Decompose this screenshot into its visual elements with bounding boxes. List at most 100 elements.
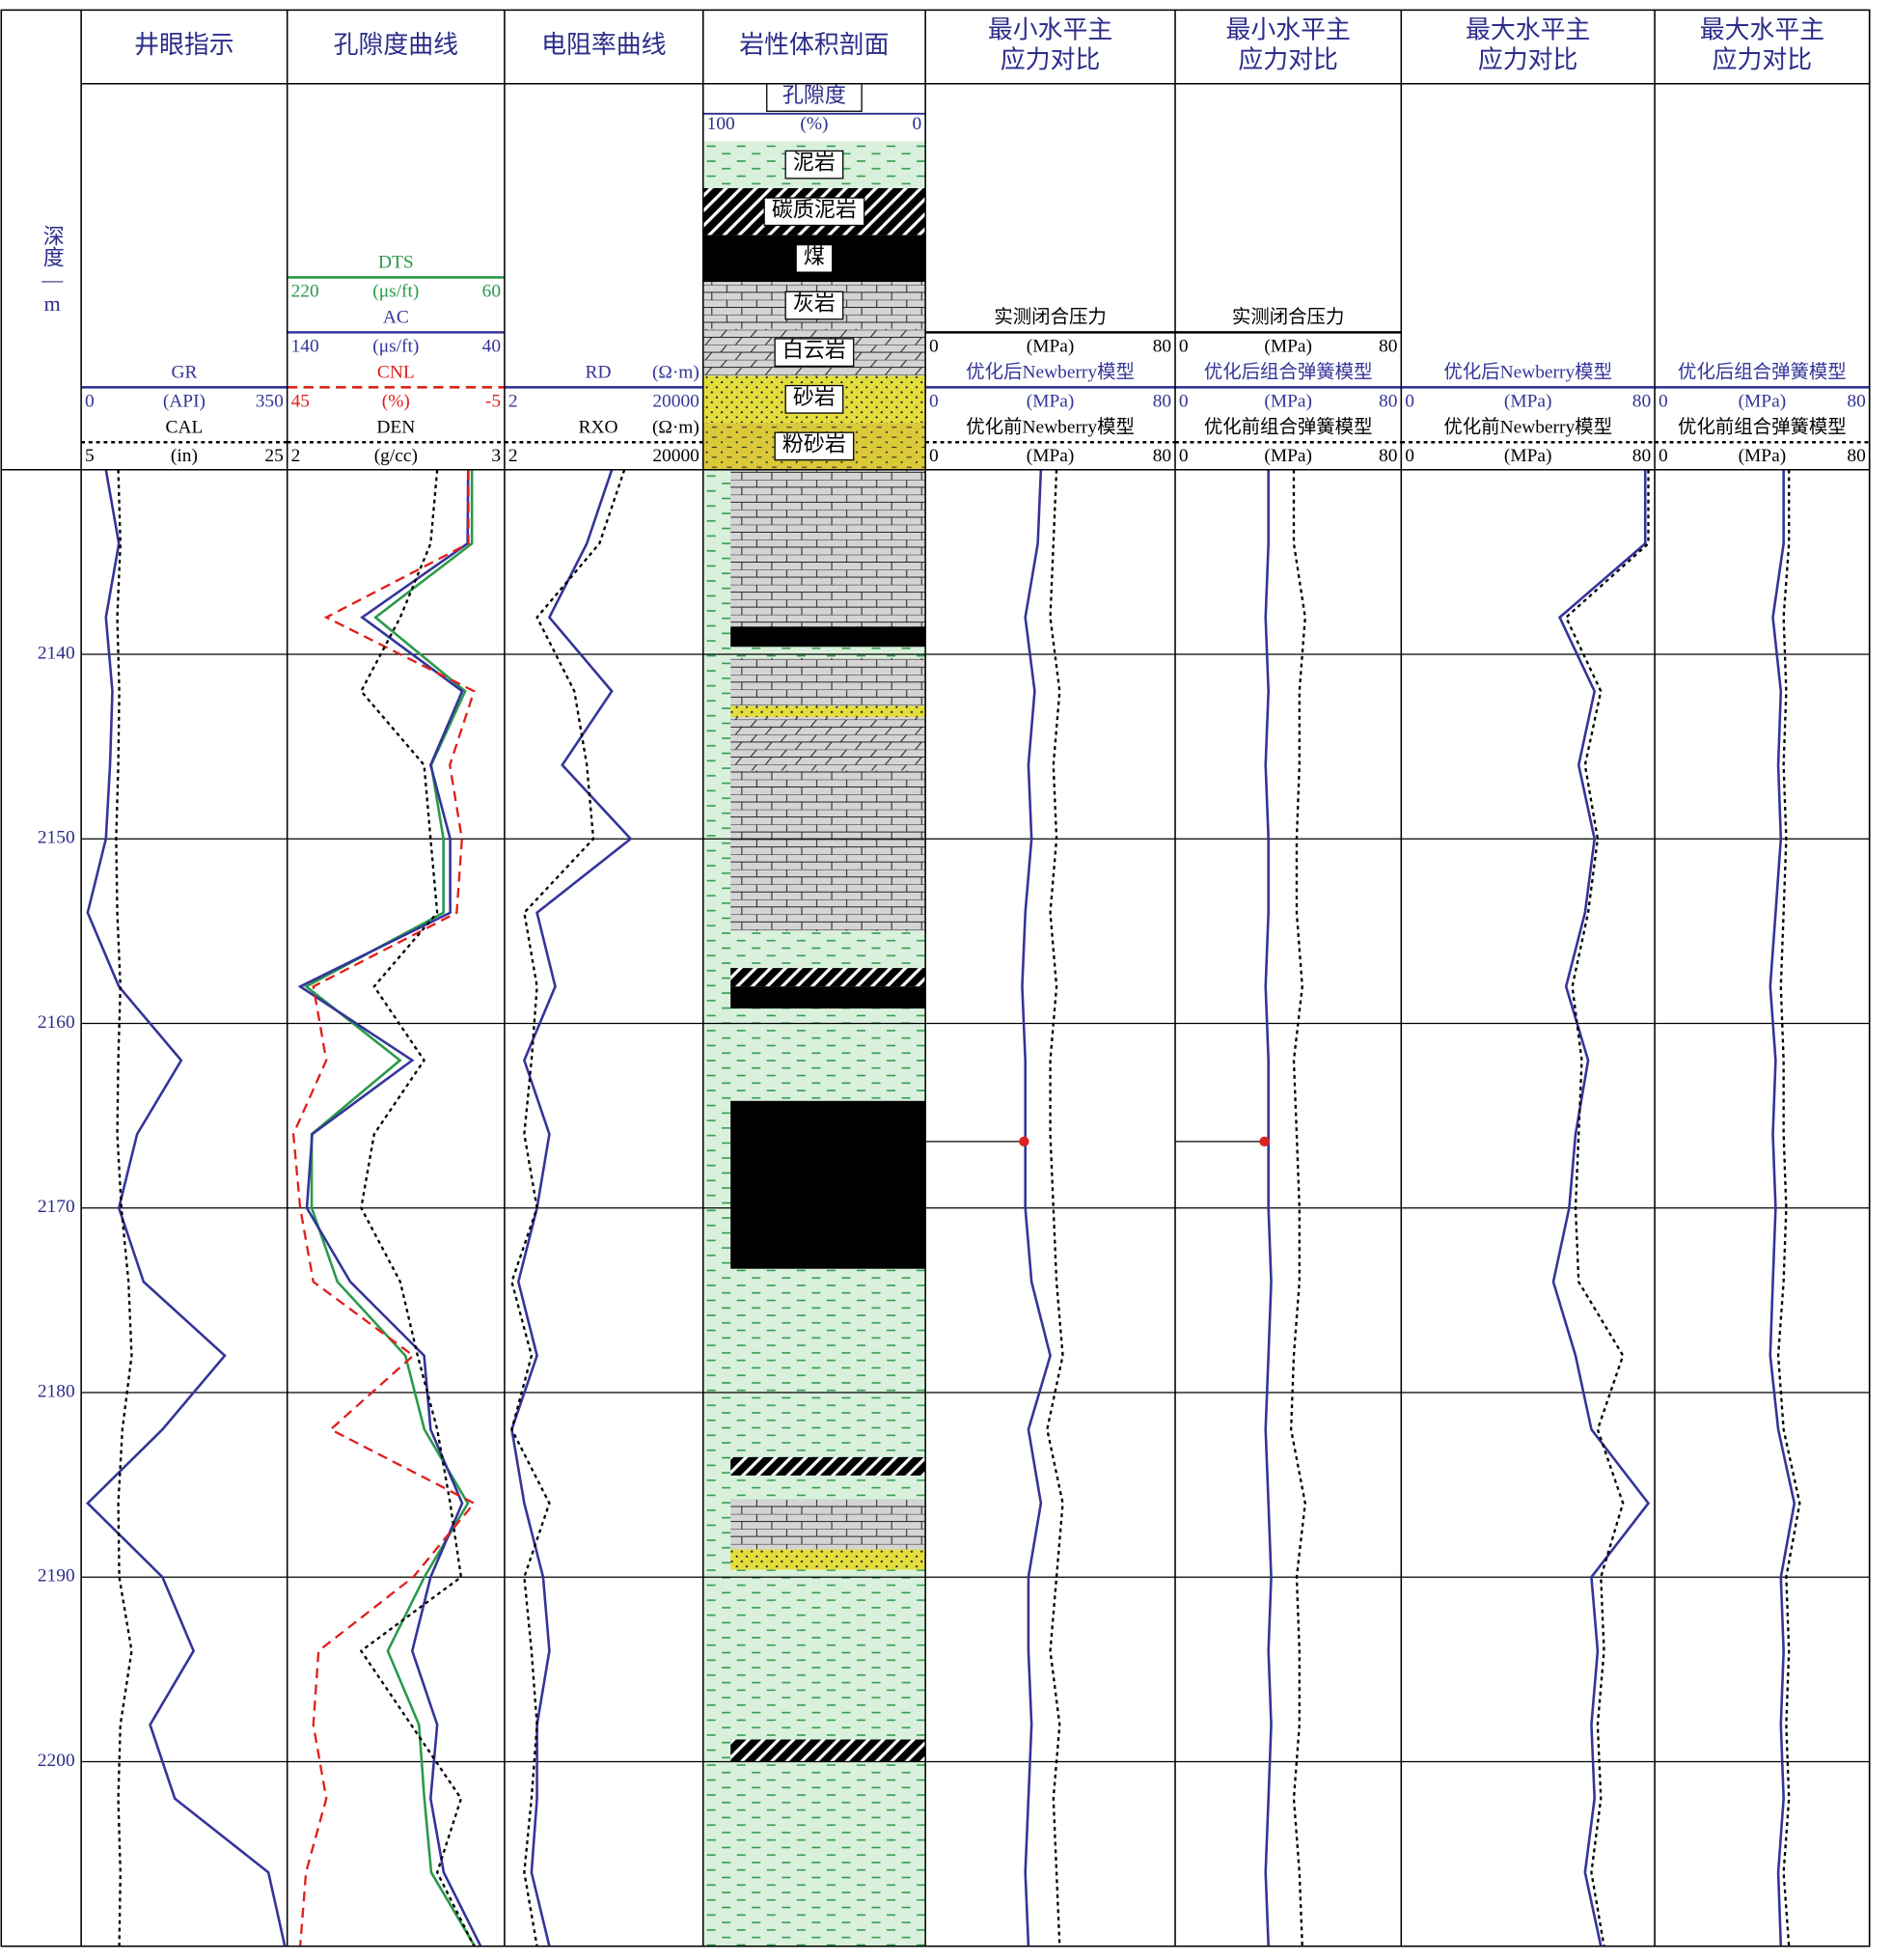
- track-title: 孔隙度曲线: [334, 31, 458, 59]
- scale-max: 80: [1379, 391, 1397, 411]
- scale-max: 80: [1379, 446, 1397, 466]
- lithology-layer: [730, 657, 926, 706]
- scale-max: 80: [1379, 336, 1397, 356]
- curve-unit: (%): [382, 391, 410, 411]
- log-curve: [304, 469, 477, 1947]
- scale-min: 0: [1179, 391, 1189, 411]
- track-title: 最小水平主: [1225, 16, 1350, 44]
- curve-unit: (MPa): [1027, 391, 1075, 411]
- lithology-layer: [730, 469, 926, 627]
- scale-min: 45: [291, 391, 310, 411]
- y-tick-label: 2140: [38, 643, 75, 663]
- scale-max: 40: [482, 336, 501, 356]
- legend-label-box: [784, 150, 844, 179]
- scale-max: 350: [256, 391, 284, 411]
- curve-unit: (API): [163, 391, 206, 411]
- curve-unit: (μs/ft): [372, 336, 419, 356]
- scale-max: 80: [1153, 336, 1171, 356]
- curve-name: CAL: [166, 417, 204, 437]
- log-curve: [1769, 469, 1796, 1946]
- legend-label-box: [784, 290, 844, 320]
- track-title: 最小水平主: [988, 16, 1112, 44]
- track-title: 应力对比: [1001, 46, 1101, 74]
- log-curve: [86, 469, 287, 1946]
- scale-min: 0: [85, 391, 95, 411]
- curve-name: GR: [171, 363, 197, 383]
- curve-name: AC: [383, 308, 409, 328]
- scale-min: 0: [929, 391, 939, 411]
- legend-label: 白云岩: [782, 338, 846, 362]
- curve-name: 优化后组合弹簧模型: [1204, 362, 1373, 383]
- lithology-layer: [730, 626, 926, 648]
- track-title: 应力对比: [1238, 46, 1338, 74]
- log-curve: [1046, 469, 1064, 1946]
- lithology-layer: [702, 647, 926, 658]
- curve-name: DEN: [376, 417, 415, 437]
- y-tick-label: 2160: [38, 1012, 75, 1033]
- curve-name: RD: [586, 363, 612, 383]
- lithology-layer: [730, 1739, 926, 1762]
- curve-name: 优化后Newberry模型: [1443, 362, 1612, 383]
- log-curve: [1264, 469, 1273, 1946]
- log-curve: [291, 469, 477, 1946]
- curve-unit: (MPa): [1264, 446, 1312, 466]
- scale-max: 0: [913, 114, 922, 134]
- legend-label-box: [795, 244, 834, 273]
- log-curve: [1564, 469, 1650, 1946]
- y-tick-label: 2190: [38, 1566, 75, 1587]
- scale-min: 220: [291, 281, 319, 301]
- legend-label-box: [774, 431, 855, 461]
- scale-min: 0: [1179, 446, 1189, 466]
- frame: [0, 9, 1871, 1947]
- scale-max: 80: [1847, 446, 1865, 466]
- lithology-layer: [730, 986, 926, 1009]
- curve-unit: (MPa): [1027, 446, 1075, 466]
- curve-unit: (MPa): [1264, 336, 1312, 356]
- legend-label: 碳质泥岩: [772, 197, 857, 221]
- scale-max: 20000: [652, 446, 699, 466]
- lithology-layer: [702, 1476, 926, 1500]
- log-curve: [359, 469, 476, 1947]
- scale-unit: (%): [800, 114, 828, 134]
- scale-min: 0: [1659, 391, 1668, 411]
- scale-max: 80: [1153, 446, 1171, 466]
- scale-min: 2: [291, 446, 301, 466]
- track-title: 井眼指示: [134, 31, 234, 59]
- scale-max: 80: [1847, 391, 1865, 411]
- scale-max: -5: [485, 391, 501, 411]
- legend-label: 泥岩: [793, 151, 836, 175]
- curve-name: RXO: [579, 417, 618, 437]
- lithology-layer: [702, 1569, 926, 1740]
- y-tick-label: 2180: [38, 1381, 75, 1401]
- curve-unit: (MPa): [1264, 391, 1312, 411]
- curve-name: 优化前组合弹簧模型: [1678, 416, 1847, 437]
- lithology-layer: [702, 1008, 926, 1101]
- log-curve: [297, 469, 482, 1947]
- track-title: 最大水平主: [1466, 16, 1590, 44]
- curve-unit: (MPa): [1739, 446, 1787, 466]
- scale-max: 20000: [652, 391, 699, 411]
- scale-max: 25: [264, 446, 283, 466]
- track-title: 电阻率曲线: [541, 31, 666, 59]
- legend-label: 灰岩: [793, 291, 836, 316]
- scale-max: 80: [1632, 391, 1651, 411]
- porosity-box: [766, 83, 863, 112]
- curve-name: 优化后组合弹簧模型: [1678, 362, 1847, 383]
- scale-min: 2: [508, 446, 518, 466]
- y-tick-label: 2150: [38, 828, 75, 848]
- y-tick-label: 2200: [38, 1751, 75, 1771]
- scale-max: 80: [1153, 391, 1171, 411]
- lithology-layer: [730, 968, 926, 987]
- lithology-layer: [702, 1761, 926, 1946]
- y-tick-label: 2170: [38, 1197, 75, 1217]
- curve-name: 优化前组合弹簧模型: [1204, 416, 1373, 437]
- measured-point: [1019, 1136, 1029, 1147]
- track-title: 岩性体积剖面: [739, 31, 889, 59]
- legend-label-box: [784, 384, 844, 414]
- track-title: 应力对比: [1713, 46, 1813, 74]
- foreground: 深度—m2140215021602170218021902200井眼指示GR(A…: [0, 9, 1871, 1947]
- scale-max: 3: [491, 446, 501, 466]
- scale-min: 100: [707, 114, 735, 134]
- lithology-layer: [702, 930, 926, 969]
